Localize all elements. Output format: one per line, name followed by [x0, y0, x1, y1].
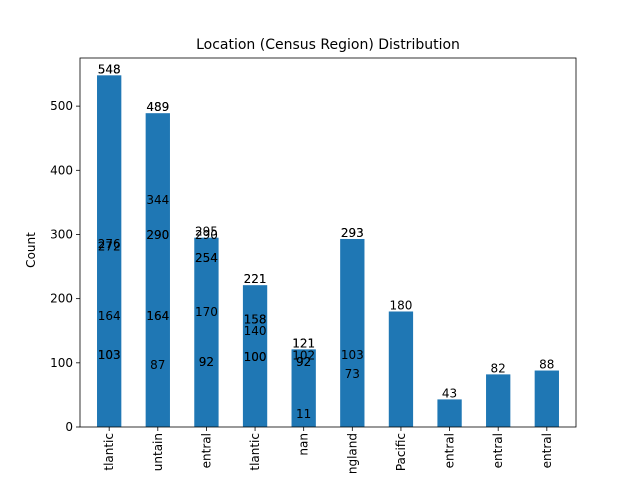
bar-west-north-central	[194, 237, 219, 427]
bar-new-england	[340, 238, 365, 427]
bar-west-south-central	[486, 374, 511, 427]
bar-value-label: 103	[98, 348, 121, 362]
bar-value-label: 548	[98, 62, 121, 76]
bar-value-label: 489	[146, 100, 169, 114]
bar-value-label: 295	[195, 225, 218, 239]
bar-value-label: 290	[195, 228, 218, 242]
x-tick-label: tlantic	[102, 433, 116, 471]
bar-east-south-central	[437, 399, 462, 427]
chart-title: Location (Census Region) Distribution	[196, 37, 460, 53]
y-axis-label: Count	[24, 232, 38, 268]
bar-value-label: 164	[146, 309, 169, 323]
bar-value-label: 164	[146, 309, 169, 323]
bar-value-label: 11	[296, 407, 311, 421]
bar-value-label: 293	[341, 226, 364, 240]
bar-value-label: 82	[491, 361, 506, 375]
bar-value-label: 87	[150, 358, 165, 372]
bar-value-label: 221	[244, 272, 267, 286]
bar-value-label: 100	[244, 350, 267, 364]
bar-value-label: 121	[292, 336, 315, 350]
bar-pacific	[388, 311, 414, 427]
bar-value-label: 164	[98, 309, 121, 323]
x-tick-label: entral	[199, 433, 213, 468]
x-tick-label: ngland	[345, 433, 359, 474]
bar-south-atlantic	[97, 75, 122, 427]
bar-value-label: 180	[389, 298, 412, 312]
bar-value-label: 254	[195, 251, 218, 265]
x-tick-label: untain	[151, 433, 165, 471]
bars-group	[97, 75, 559, 427]
x-tick-label: entral	[540, 433, 554, 468]
bar-value-label: 158	[244, 313, 267, 327]
bar-nan	[291, 349, 316, 427]
bar-value-label: 92	[296, 355, 311, 369]
bar-value-label: 221	[244, 272, 267, 286]
x-tick-label: entral	[443, 433, 457, 468]
y-tick-label: 200	[50, 292, 73, 306]
bar-value-label: 92	[296, 355, 311, 369]
y-tick-label: 0	[65, 420, 73, 434]
y-tick-label: 400	[50, 163, 73, 177]
x-tick-label: Pacific	[394, 433, 408, 471]
bar-value-label: 293	[341, 226, 364, 240]
y-tick-label: 100	[50, 356, 73, 370]
bar-value-label: 170	[195, 305, 218, 319]
x-tick-label: nan	[297, 433, 311, 456]
bar-value-label: 103	[98, 348, 121, 362]
bar-value-label: 158	[244, 313, 267, 327]
bar-value-label: 103	[341, 348, 364, 362]
bar-value-label: 254	[195, 251, 218, 265]
bar-value-label: 489	[146, 100, 169, 114]
bar-labels-group: 5485482762721641031034894893442902901641…	[98, 62, 555, 421]
bar-mountain	[145, 113, 170, 427]
x-tick-label: entral	[491, 433, 505, 468]
bar-value-label: 102	[292, 349, 315, 363]
plot-frame	[79, 57, 577, 428]
bar-value-label: 140	[244, 324, 267, 338]
bar-value-label: 272	[98, 239, 121, 253]
bar-value-label: 88	[539, 358, 554, 372]
x-axis: tlantic untain entral tlantic nan ngland Pacif…	[102, 427, 554, 474]
y-tick-label: 300	[50, 227, 73, 241]
bar-value-label: 43	[442, 386, 457, 400]
bar-value-label: 121	[292, 336, 315, 350]
bar-value-label: 290	[146, 228, 169, 242]
bar-value-label: 100	[244, 350, 267, 364]
bar-value-label: 92	[199, 355, 214, 369]
x-tick-label: tlantic	[248, 433, 262, 471]
bar-value-label: 92	[199, 355, 214, 369]
bar-value-label: 276	[98, 237, 121, 251]
bar-middle-atlantic	[242, 285, 268, 427]
y-tick-label: 500	[50, 99, 73, 113]
bar-value-label: 73	[345, 367, 360, 381]
bar-value-label: 548	[98, 62, 121, 76]
bar-value-label: 290	[146, 228, 169, 242]
y-axis: 0 100 200 300 400 500	[50, 99, 80, 434]
bar-east-north-central	[534, 370, 559, 427]
bar-value-label: 344	[146, 193, 169, 207]
